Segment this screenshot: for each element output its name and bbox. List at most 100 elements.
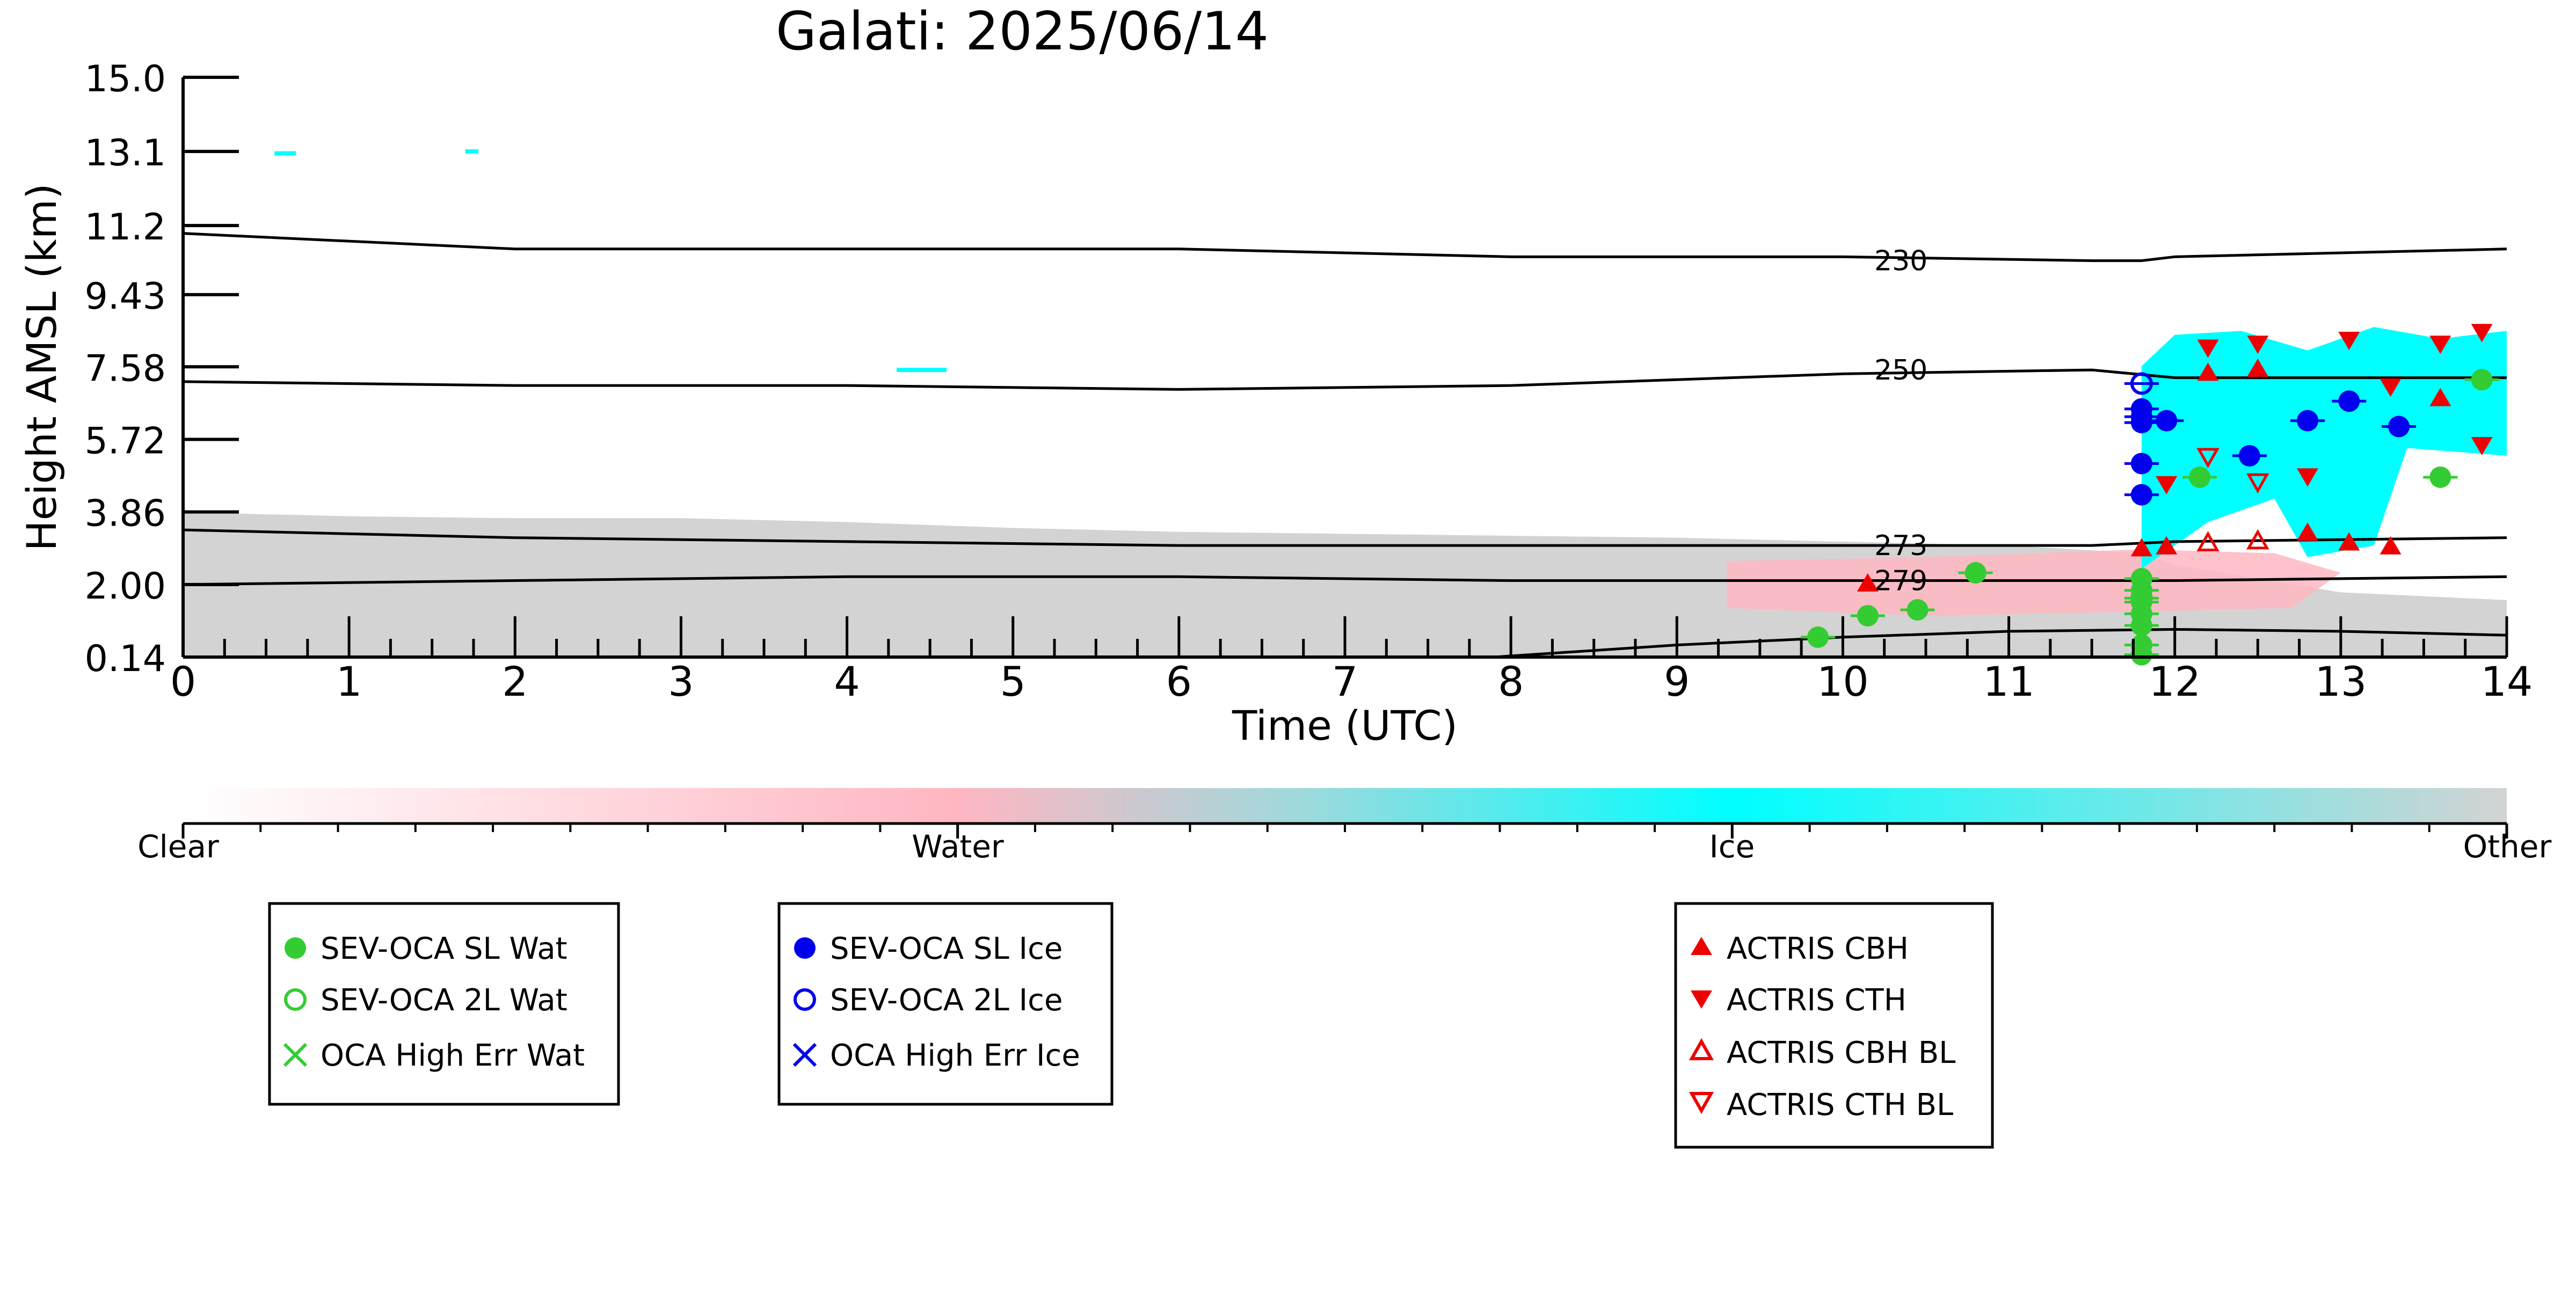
y-tick-label-0.14: 0.14 bbox=[85, 638, 166, 680]
isotherm-line-0 bbox=[183, 232, 2507, 263]
legend-ice: SEV-OCA SL Ice SEV-OCA 2L Ice OCA High E… bbox=[777, 902, 1114, 1106]
marker-actris-cth-7 bbox=[2471, 324, 2493, 342]
marker-actris-cbh-5 bbox=[2297, 522, 2319, 541]
legend-marker-oca-high-err-wat bbox=[283, 1043, 308, 1067]
marker-sev-oca-sl-wat-2 bbox=[1906, 599, 1929, 621]
x-tick-label-6: 6 bbox=[1166, 658, 1192, 705]
legend-marker-actris-cbh bbox=[1691, 937, 1712, 955]
isotherm-label-0: 230 bbox=[1874, 245, 1927, 278]
marker-actris-cth-3 bbox=[2297, 468, 2319, 487]
marker-actris-cth-5 bbox=[2379, 378, 2402, 397]
marker-sev-oca-sl-ice-5 bbox=[2156, 410, 2178, 432]
marker-actris-cth-8 bbox=[2471, 437, 2493, 456]
legend-label-actris-cth-bl: ACTRIS CTH BL bbox=[1727, 1088, 1953, 1123]
legend-label-oca-high-err-ice: OCA High Err Ice bbox=[830, 1038, 1080, 1073]
x-tick-label-12: 12 bbox=[2149, 658, 2201, 705]
legend-marker-oca-high-err-ice bbox=[792, 1043, 817, 1067]
curtain-ice-speck-0 bbox=[274, 151, 296, 156]
marker-actris-cbh-4 bbox=[2247, 359, 2269, 377]
marker-sev-oca-sl-wat-1 bbox=[1857, 604, 1879, 626]
x-tick-label-7: 7 bbox=[1332, 658, 1358, 705]
x-tick-label-1: 1 bbox=[336, 658, 362, 705]
y-tick-label-13.1: 13.1 bbox=[85, 132, 166, 174]
y-tick-label-7.58: 7.58 bbox=[85, 347, 166, 390]
chart-title: Galati: 2025/06/14 bbox=[776, 1, 1269, 62]
x-tick-label-3: 3 bbox=[668, 658, 694, 705]
x-tick-label-11: 11 bbox=[1983, 658, 2035, 705]
x-tick-label-13: 13 bbox=[2315, 658, 2367, 705]
curtain-other-region bbox=[183, 512, 2507, 657]
curtain-ice-region bbox=[2141, 327, 2507, 569]
colorbar-label-water: Water bbox=[912, 828, 1004, 865]
marker-actris-cbh-8 bbox=[2429, 388, 2451, 406]
marker-sev-oca-sl-wat-10 bbox=[2130, 644, 2152, 666]
marker-sev-oca-sl-ice-2 bbox=[2130, 412, 2152, 434]
curtain-water-region bbox=[1727, 549, 2341, 616]
marker-actris-cbh-bl-0 bbox=[2196, 531, 2220, 552]
legend-marker-sev-oca-2l-ice bbox=[794, 988, 816, 1011]
marker-sev-oca-sl-ice-9 bbox=[2388, 416, 2410, 438]
marker-sev-oca-sl-wat-12 bbox=[2429, 466, 2451, 488]
legend-label-actris-cbh: ACTRIS CBH bbox=[1727, 931, 1909, 966]
y-tick-label-15.0: 15.0 bbox=[85, 58, 166, 100]
marker-sev-oca-2l-ice-0 bbox=[2130, 372, 2153, 395]
legend-marker-sev-oca-2l-wat bbox=[284, 988, 307, 1011]
marker-actris-cth-0 bbox=[2156, 476, 2178, 494]
legend-marker-actris-cth bbox=[1691, 990, 1712, 1009]
cloud-classification-curtain bbox=[183, 149, 2507, 657]
marker-actris-cbh-2 bbox=[2156, 536, 2178, 555]
marker-sev-oca-sl-wat-3 bbox=[1964, 562, 1986, 584]
colorbar-label-clear: Clear bbox=[137, 828, 219, 865]
x-tick-label-9: 9 bbox=[1664, 658, 1690, 705]
legend-label-sev-oca-sl-wat: SEV-OCA SL Wat bbox=[321, 931, 567, 966]
y-tick-label-2.00: 2.00 bbox=[85, 565, 166, 608]
legend-label-sev-oca-sl-ice: SEV-OCA SL Ice bbox=[830, 931, 1063, 966]
x-tick-label-14: 14 bbox=[2481, 658, 2533, 705]
isotherm-label-1: 250 bbox=[1874, 354, 1927, 387]
y-tick-label-5.72: 5.72 bbox=[85, 420, 166, 462]
marker-actris-cbh-7 bbox=[2379, 536, 2402, 555]
marker-sev-oca-sl-ice-3 bbox=[2130, 453, 2152, 475]
colorbar-label-other: Other bbox=[2463, 828, 2552, 865]
legend-water: SEV-OCA SL Wat SEV-OCA 2L Wat OCA High E… bbox=[268, 902, 620, 1106]
isotherm-line-2 bbox=[183, 528, 2507, 547]
legend-label-sev-oca-2l-ice: SEV-OCA 2L Ice bbox=[830, 983, 1063, 1018]
x-tick-label-4: 4 bbox=[834, 658, 860, 705]
legend-marker-actris-cth-bl bbox=[1689, 1092, 1714, 1114]
x-tick-label-5: 5 bbox=[1000, 658, 1026, 705]
x-tick-label-8: 8 bbox=[1498, 658, 1524, 705]
legend-label-sev-oca-2l-wat: SEV-OCA 2L Wat bbox=[321, 983, 567, 1018]
colorbar-label-ice: Ice bbox=[1709, 828, 1755, 865]
legend-marker-sev-oca-sl-wat bbox=[285, 937, 306, 959]
y-axis-label: Height AMSL (km) bbox=[18, 183, 66, 551]
marker-sev-oca-2l-wat-0 bbox=[2130, 587, 2153, 610]
y-tick-label-9.43: 9.43 bbox=[85, 275, 166, 318]
marker-actris-cbh-3 bbox=[2197, 362, 2219, 381]
colorbar-gradient bbox=[183, 788, 2507, 823]
x-axis-ticks: 0 1 2 3 4 5 6 7 8 9 10 11 12 13 14 bbox=[170, 616, 2533, 705]
isotherm-label-3: 279 bbox=[1874, 565, 1927, 597]
legend-marker-sev-oca-sl-ice bbox=[794, 937, 816, 959]
marker-sev-oca-sl-wat-8 bbox=[2130, 615, 2152, 637]
marker-actris-cth-4 bbox=[2338, 331, 2360, 350]
marker-sev-oca-sl-ice-6 bbox=[2238, 444, 2260, 467]
isotherm-label-2: 273 bbox=[1874, 530, 1927, 562]
legend-label-actris-cth: ACTRIS CTH bbox=[1727, 983, 1906, 1018]
y-axis-ticks: 0.14 2.00 3.86 5.72 7.58 9.43 11.2 13.1 15.0 bbox=[85, 58, 239, 680]
marker-actris-cth-bl-0 bbox=[2196, 448, 2220, 469]
marker-actris-cth-2 bbox=[2247, 336, 2269, 354]
marker-sev-oca-sl-ice-7 bbox=[2297, 410, 2319, 432]
x-axis-label: Time (UTC) bbox=[1232, 702, 1458, 749]
marker-actris-cth-bl-1 bbox=[2246, 473, 2269, 494]
marker-actris-cbh-6 bbox=[2338, 532, 2360, 551]
marker-actris-cbh-1 bbox=[2130, 538, 2152, 557]
legend-actris: ACTRIS CBH ACTRIS CTH ACTRIS CBH BL ACTR… bbox=[1674, 902, 1994, 1149]
marker-actris-cbh-bl-1 bbox=[2246, 529, 2269, 550]
marker-sev-oca-sl-wat-13 bbox=[2471, 369, 2493, 391]
marker-actris-cth-1 bbox=[2197, 339, 2219, 358]
legend-label-oca-high-err-wat: OCA High Err Wat bbox=[321, 1038, 585, 1073]
marker-sev-oca-sl-ice-4 bbox=[2130, 484, 2152, 506]
